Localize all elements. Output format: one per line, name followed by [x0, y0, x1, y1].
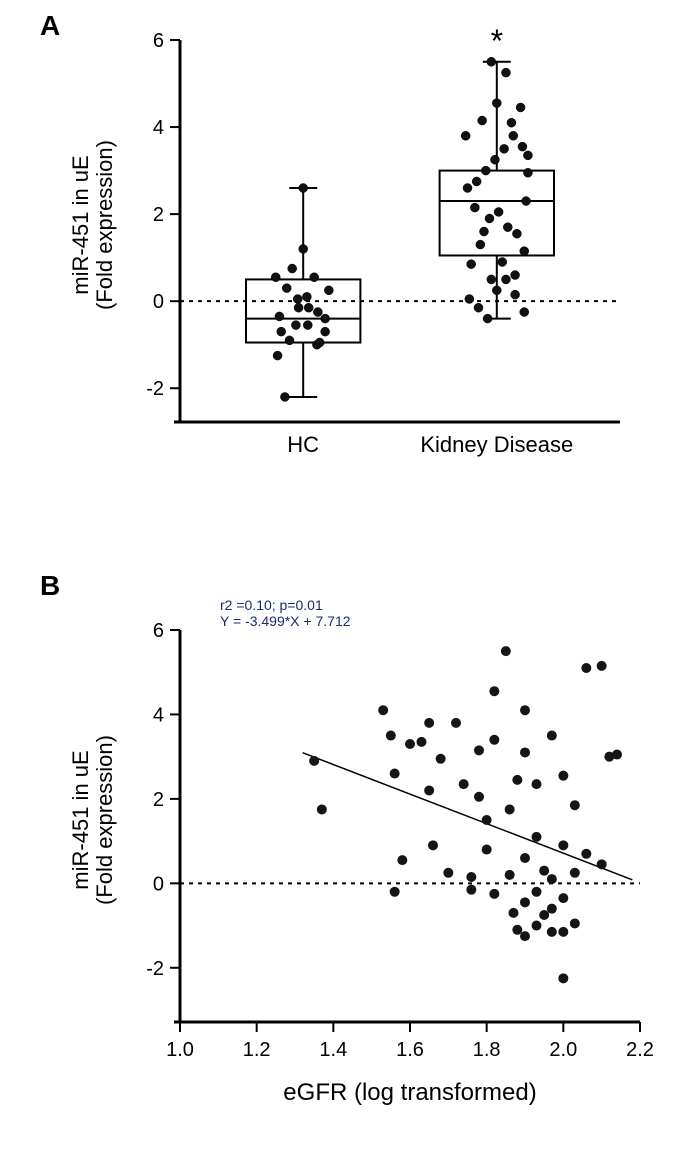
- svg-text:miR-451 in uE(Fold expression): miR-451 in uE(Fold expression): [68, 140, 117, 310]
- svg-text:miR-451 in uE(Fold expression): miR-451 in uE(Fold expression): [68, 735, 117, 905]
- svg-text:0: 0: [153, 873, 164, 895]
- svg-text:*: *: [491, 23, 503, 59]
- panel-a: A -2 0 2 4 6 miR-451 in uE(Fold expression) HC…: [40, 10, 660, 500]
- svg-text:1.4: 1.4: [319, 1039, 347, 1061]
- svg-text:1.0: 1.0: [166, 1039, 194, 1061]
- svg-text:1.8: 1.8: [473, 1039, 501, 1061]
- svg-text:6: 6: [153, 620, 164, 642]
- panel-b-label: B: [40, 570, 60, 602]
- figure-page: { "panelA": { "label": "A", "label_fonts…: [0, 0, 700, 1158]
- svg-text:1.6: 1.6: [396, 1039, 424, 1061]
- panel-a-chart: -2 0 2 4 6 miR-451 in uE(Fold expression) HC Ki…: [40, 10, 660, 500]
- svg-text:Y = -3.499*X + 7.712: Y = -3.499*X + 7.712: [220, 613, 351, 629]
- svg-text:0: 0: [153, 291, 164, 313]
- svg-text:4: 4: [153, 117, 164, 139]
- svg-text:-2: -2: [146, 378, 164, 400]
- svg-text:6: 6: [153, 30, 164, 52]
- svg-text:4: 4: [153, 704, 164, 726]
- svg-text:2: 2: [153, 789, 164, 811]
- panel-a-label: A: [40, 10, 60, 42]
- svg-text:-2: -2: [146, 958, 164, 980]
- svg-text:2: 2: [153, 204, 164, 226]
- svg-text:1.2: 1.2: [243, 1039, 271, 1061]
- svg-text:eGFR (log transformed): eGFR (log transformed): [283, 1079, 536, 1106]
- svg-text:Kidney Disease: Kidney Disease: [420, 432, 573, 457]
- svg-text:HC: HC: [287, 432, 319, 457]
- svg-text:2.0: 2.0: [549, 1039, 577, 1061]
- panel-b-chart: -2 0 2 4 6 1.0 1.2 1.4 1.6 1.8 2.0 2.2 miR-451 in uE…: [40, 570, 660, 1130]
- panel-b: B -2 0 2 4 6 1.0 1.2 1.4 1.6 1.8 2.0 2.2 miR-451 in …: [40, 570, 660, 1130]
- svg-text:2.2: 2.2: [626, 1039, 654, 1061]
- svg-text:r2 =0.10; p=0.01: r2 =0.10; p=0.01: [220, 597, 323, 613]
